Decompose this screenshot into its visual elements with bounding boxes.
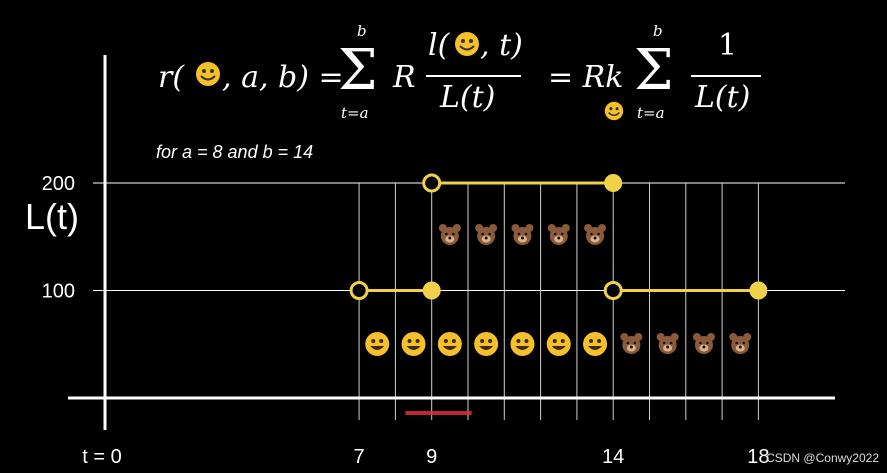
formula-frac-line-1	[426, 75, 521, 77]
formula-coef-r: R	[393, 60, 416, 95]
formula-equals-rk: = Rk	[548, 60, 624, 95]
y-tick-label: 200	[42, 173, 75, 195]
bear-emoji	[692, 333, 715, 354]
y-tick-label: 100	[42, 281, 75, 303]
bear-emoji	[584, 224, 607, 245]
x-tick-label: 18	[747, 446, 769, 468]
y-axis-label: L(t)	[25, 196, 79, 237]
smile-emoji	[474, 332, 499, 356]
formula-sigma-2: Σ	[634, 38, 674, 103]
highlight-bar	[405, 411, 472, 415]
formula-sum-top-1: b	[357, 22, 367, 40]
x-tick-label: 14	[602, 446, 624, 468]
open-endpoint	[349, 281, 369, 300]
open-endpoint	[422, 173, 442, 193]
bear-emoji	[475, 224, 498, 245]
closed-endpoint	[749, 281, 768, 300]
smile-emoji	[437, 332, 462, 356]
formula-num-l: l(	[428, 28, 450, 63]
watermark-credit: CSDN @Conwy2022	[766, 451, 879, 465]
bear-emoji	[438, 224, 461, 245]
formula-smile-3	[604, 94, 624, 129]
formula-frac-line-2	[691, 75, 761, 77]
formula-lhs-rest: , a, b) =	[222, 60, 344, 95]
bear-emoji	[729, 333, 752, 354]
formula-smile-2	[454, 30, 480, 65]
formula-sum-bottom-1: t=a	[341, 104, 369, 122]
parameter-note: for a = 8 and b = 14	[156, 142, 314, 162]
closed-endpoint	[604, 174, 623, 192]
formula-sigma-1: Σ	[338, 38, 378, 103]
bear-emoji	[547, 224, 570, 245]
smile-emoji	[510, 332, 535, 356]
formula-r: r(	[158, 60, 185, 95]
formula-num-t: , t)	[480, 28, 523, 63]
formula-sum-bottom-2: t=a	[637, 104, 665, 122]
smile-emoji	[583, 332, 608, 356]
closed-endpoint	[422, 281, 441, 300]
smile-emoji	[401, 332, 426, 356]
smile-emoji	[546, 332, 571, 356]
open-endpoint	[603, 281, 623, 300]
formula-den-2: L(t)	[695, 80, 751, 115]
bear-emoji	[656, 333, 679, 354]
x-tick-label: 9	[426, 446, 437, 468]
x-tick-label: t = 0	[82, 446, 121, 468]
bear-emoji	[620, 333, 643, 354]
bear-emoji	[511, 224, 534, 245]
x-tick-label: 7	[354, 446, 365, 468]
formula-sum-top-2: b	[653, 22, 663, 40]
formula-one: 1	[718, 28, 738, 63]
formula-smile-1	[195, 60, 221, 95]
smile-emoji	[365, 332, 390, 356]
formula-den-1: L(t)	[440, 80, 496, 115]
reward-formula: r( , a, b) = b Σ t=a R l( , t) L(t) = Rk…	[150, 22, 790, 129]
